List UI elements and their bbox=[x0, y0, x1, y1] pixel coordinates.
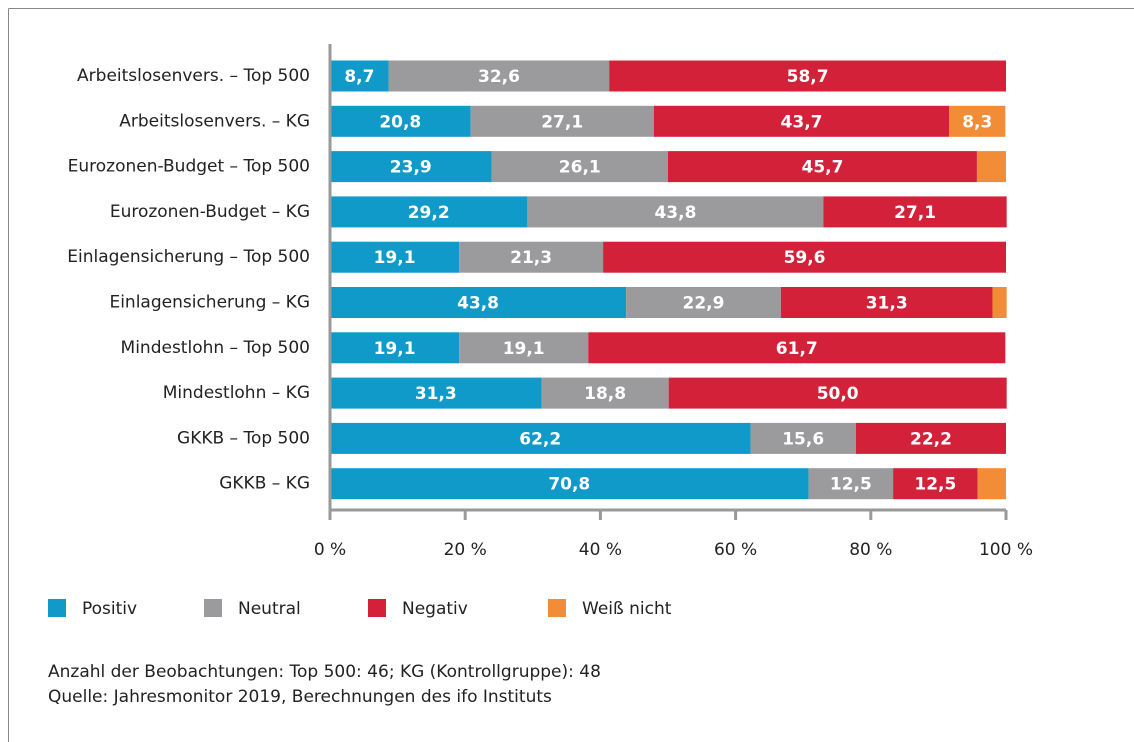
value-label: 23,9 bbox=[390, 158, 432, 178]
value-label: 50,0 bbox=[817, 384, 859, 404]
bar-segment bbox=[823, 196, 1007, 228]
value-label: 43,8 bbox=[654, 203, 696, 223]
value-label: 31,3 bbox=[866, 294, 908, 314]
value-label: 15,6 bbox=[782, 429, 824, 449]
value-label: 45,7 bbox=[801, 158, 843, 178]
legend-swatch bbox=[548, 599, 566, 617]
bar-segment bbox=[330, 151, 492, 183]
bar-segment bbox=[459, 241, 604, 273]
bar-segment bbox=[976, 151, 1006, 183]
value-label: 62,2 bbox=[519, 429, 561, 449]
legend-label: Negativ bbox=[402, 599, 468, 619]
value-label: 59,6 bbox=[784, 248, 826, 268]
value-label: 8,7 bbox=[344, 67, 374, 87]
bar-segment bbox=[626, 287, 781, 318]
bar-segment bbox=[603, 241, 1006, 273]
value-label: 22,2 bbox=[910, 429, 952, 449]
bar-segment bbox=[893, 468, 978, 500]
value-label: 18,8 bbox=[584, 384, 626, 404]
y-tick-label: Mindestlohn – Top 500 bbox=[121, 338, 310, 358]
bar-segment bbox=[977, 468, 1006, 500]
value-label: 21,3 bbox=[510, 248, 552, 268]
value-label: 26,1 bbox=[559, 158, 601, 178]
value-label: 58,7 bbox=[787, 67, 829, 87]
bar-segment bbox=[330, 468, 809, 500]
value-label: 20,8 bbox=[379, 112, 421, 132]
y-tick-label: Eurozonen-Budget – KG bbox=[110, 202, 310, 222]
bar-segment bbox=[459, 332, 589, 364]
bar-segment bbox=[653, 105, 950, 137]
bar-segment bbox=[609, 60, 1006, 92]
bar-segment bbox=[527, 196, 824, 228]
bar-segment bbox=[780, 287, 993, 318]
value-label: 12,5 bbox=[914, 475, 956, 495]
value-label: 32,6 bbox=[478, 67, 520, 87]
legend-label: Positiv bbox=[82, 599, 137, 619]
bar-segment bbox=[330, 377, 542, 409]
bar-segment bbox=[491, 151, 668, 183]
bar-segment bbox=[330, 422, 751, 454]
y-tick-label: Einlagensicherung – Top 500 bbox=[67, 247, 310, 267]
value-label: 61,7 bbox=[776, 339, 818, 359]
legend-swatch bbox=[368, 599, 386, 617]
y-tick-label: GKKB – Top 500 bbox=[177, 428, 310, 448]
y-tick-label: Arbeitslosenvers. – KG bbox=[119, 111, 310, 131]
bar-segment bbox=[330, 105, 471, 137]
y-tick-label: GKKB – KG bbox=[219, 474, 310, 494]
value-label: 19,1 bbox=[503, 339, 545, 359]
bar-segment bbox=[330, 287, 627, 318]
bar-segment bbox=[330, 196, 528, 228]
x-tick-label: 60 % bbox=[714, 540, 757, 560]
x-tick-label: 40 % bbox=[579, 540, 622, 560]
bar-segment bbox=[668, 151, 977, 183]
bar-segment bbox=[668, 377, 1007, 409]
legend-label: Neutral bbox=[238, 599, 301, 619]
bar-segment bbox=[750, 422, 856, 454]
value-label: 43,7 bbox=[781, 112, 823, 132]
bar-segment bbox=[470, 105, 654, 137]
value-label: 8,3 bbox=[962, 112, 992, 132]
bar-segment bbox=[588, 332, 1006, 364]
x-tick-label: 20 % bbox=[444, 540, 487, 560]
bar-segment bbox=[330, 241, 460, 273]
y-tick-label: Einlagensicherung – KG bbox=[109, 293, 310, 313]
value-label: 70,8 bbox=[548, 475, 590, 495]
bar-segment bbox=[808, 468, 894, 500]
legend-swatch bbox=[48, 599, 66, 617]
value-label: 22,9 bbox=[683, 294, 725, 314]
legend-swatch bbox=[204, 599, 222, 617]
value-label: 31,3 bbox=[415, 384, 457, 404]
bar-segment bbox=[992, 287, 1007, 318]
value-label: 19,1 bbox=[374, 339, 416, 359]
bar-segment bbox=[330, 60, 389, 92]
value-label: 12,5 bbox=[830, 475, 872, 495]
note: Quelle: Jahresmonitor 2019, Berechnungen… bbox=[48, 687, 552, 707]
bar-segment bbox=[388, 60, 610, 92]
bar-segment bbox=[855, 422, 1006, 454]
bar-segment bbox=[541, 377, 669, 409]
value-label: 27,1 bbox=[894, 203, 936, 223]
x-tick-label: 80 % bbox=[849, 540, 892, 560]
legend-label: Weiß nicht bbox=[582, 599, 672, 619]
y-tick-label: Eurozonen-Budget – Top 500 bbox=[68, 157, 310, 177]
note: Anzahl der Beobachtungen: Top 500: 46; K… bbox=[48, 662, 601, 682]
bar-segment bbox=[949, 105, 1006, 137]
value-label: 29,2 bbox=[408, 203, 450, 223]
y-tick-label: Mindestlohn – KG bbox=[163, 383, 310, 403]
x-tick-label: 100 % bbox=[979, 540, 1033, 560]
x-tick-label: 0 % bbox=[314, 540, 346, 560]
y-tick-label: Arbeitslosenvers. – Top 500 bbox=[77, 66, 310, 86]
value-label: 19,1 bbox=[374, 248, 416, 268]
value-label: 43,8 bbox=[457, 294, 499, 314]
bar-segment bbox=[330, 332, 460, 364]
value-label: 27,1 bbox=[541, 112, 583, 132]
